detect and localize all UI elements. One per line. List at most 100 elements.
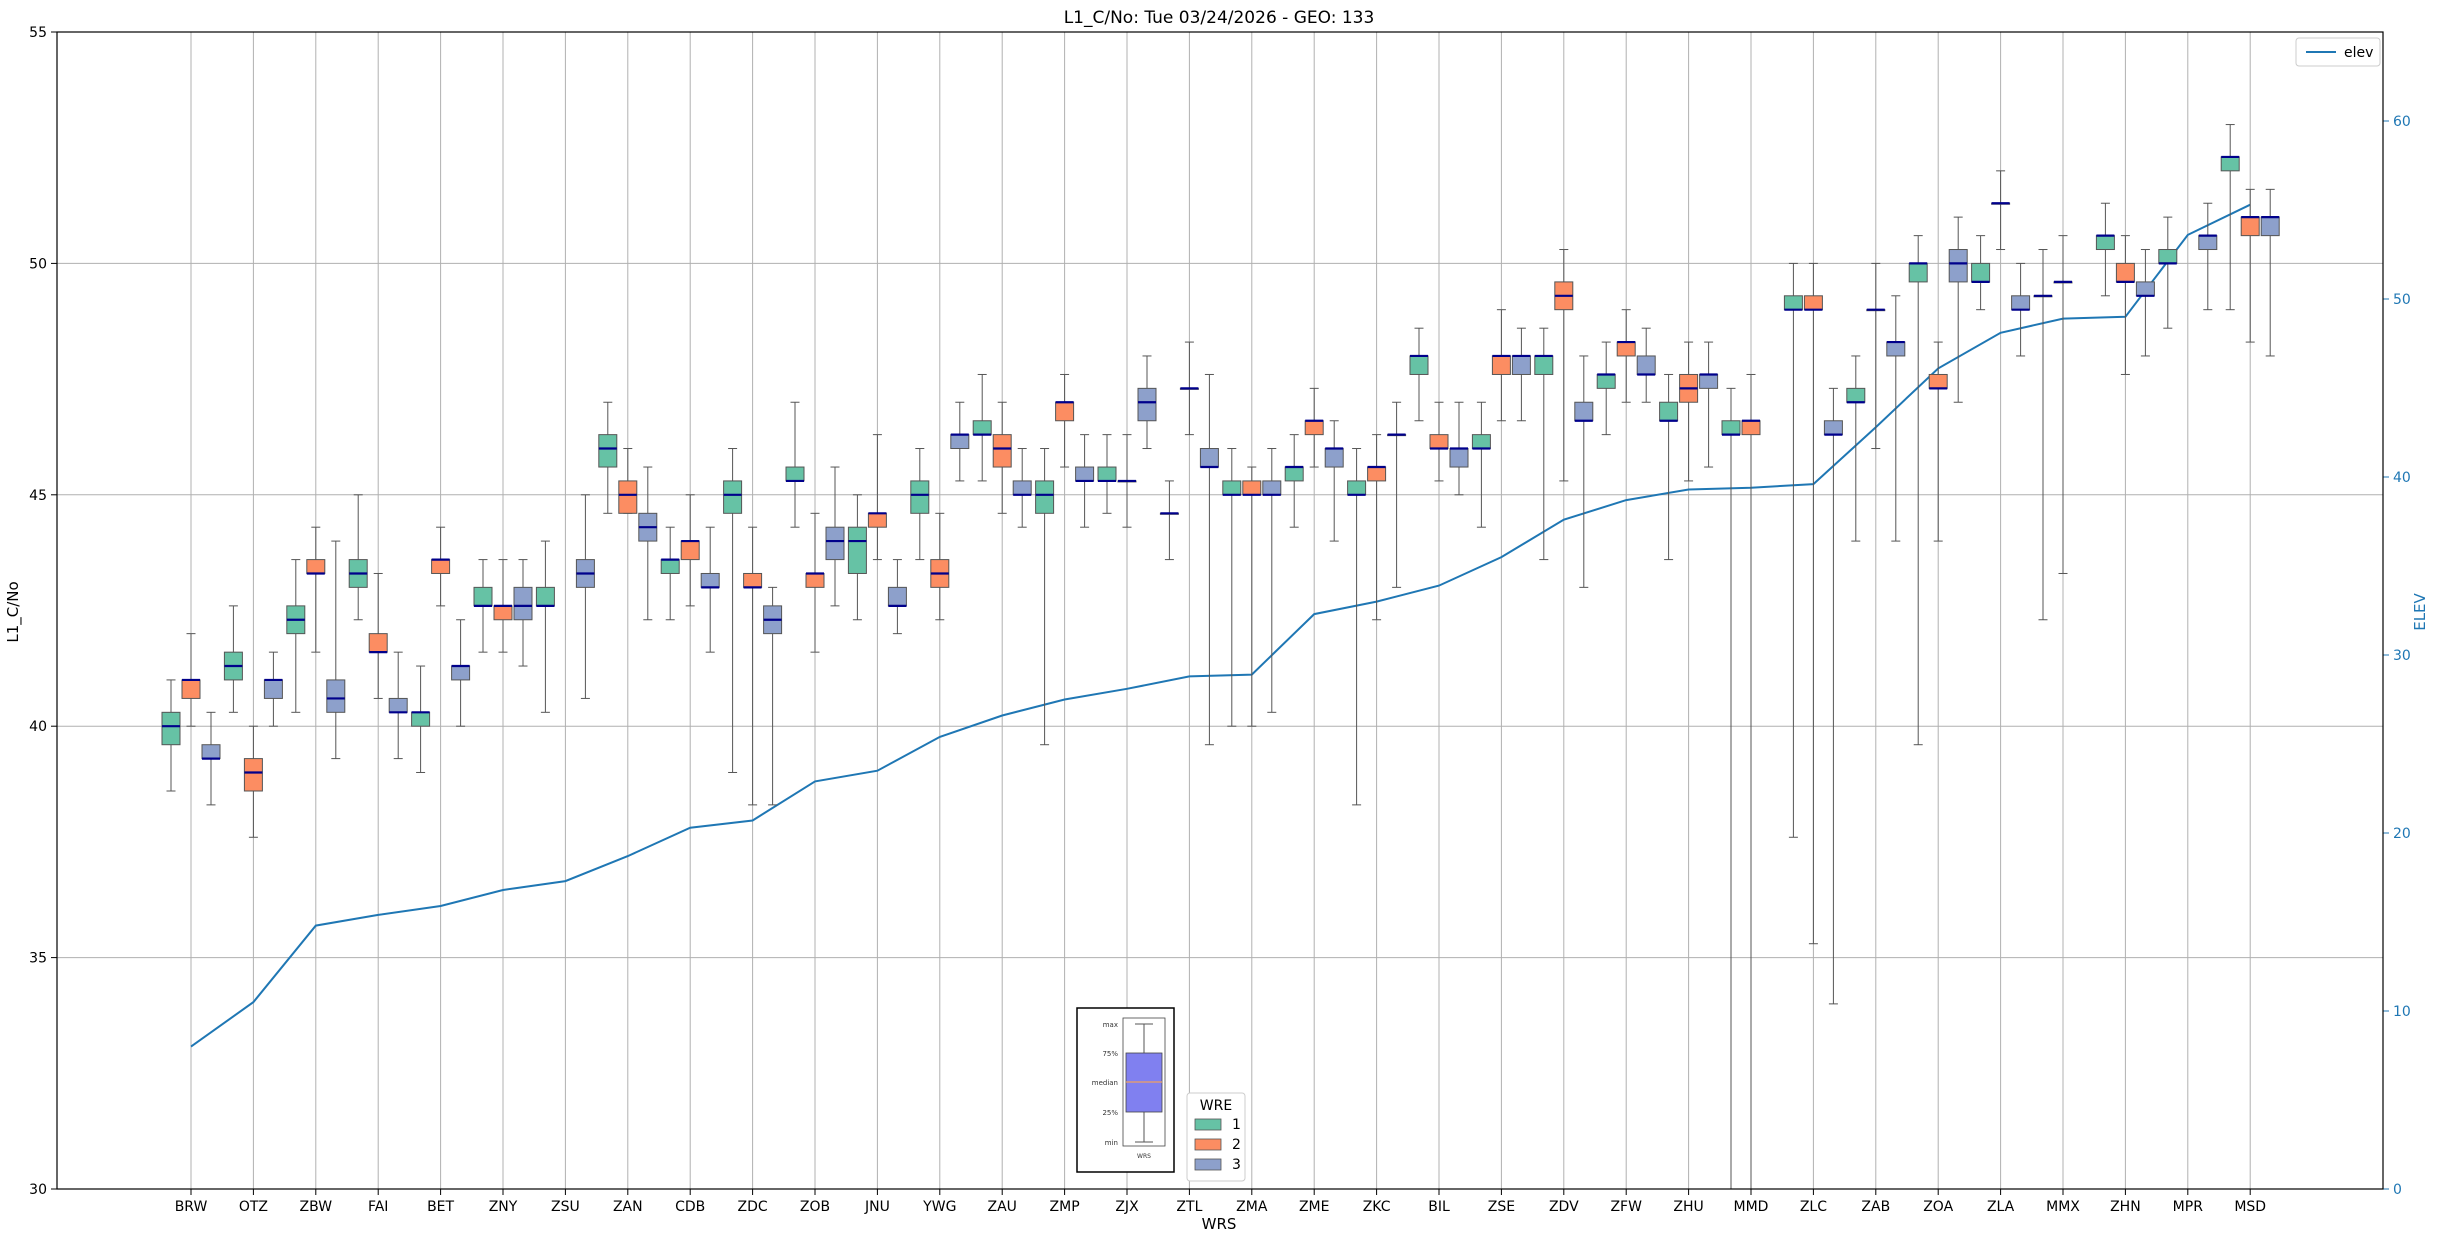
box-zmp-wre3 bbox=[1075, 434, 1095, 528]
box-zan-wre1 bbox=[598, 401, 618, 514]
x-tick-label: ZTL bbox=[1176, 1199, 1202, 1215]
y-tick-label: 30 bbox=[29, 1182, 47, 1198]
wre-legend-swatch-3 bbox=[1194, 1158, 1222, 1171]
wre-legend-label-3: 3 bbox=[1232, 1157, 1241, 1173]
box-body bbox=[992, 434, 1012, 468]
box-body bbox=[1097, 466, 1117, 482]
x-tick-label: ZOB bbox=[800, 1199, 830, 1215]
box-zma-wre3 bbox=[1262, 448, 1282, 713]
key-label-wrs: WRS bbox=[1137, 1153, 1151, 1160]
box-body bbox=[1596, 373, 1616, 389]
box-body bbox=[1409, 355, 1429, 375]
box-ztl-wre3 bbox=[1199, 373, 1219, 746]
box-zfw-wre3 bbox=[1636, 327, 1656, 403]
box-zau-wre1 bbox=[972, 373, 992, 482]
box-zab-wre1 bbox=[1846, 355, 1866, 542]
y2-tick-label: 10 bbox=[2393, 1004, 2411, 1020]
box-zhu-wre1 bbox=[1659, 373, 1679, 561]
box-body bbox=[2095, 235, 2115, 251]
box-body bbox=[473, 586, 493, 607]
box-zau-wre3 bbox=[1012, 448, 1032, 528]
box-body bbox=[1284, 466, 1304, 482]
elev-legend-frame bbox=[2295, 37, 2381, 67]
box-zlc-wre1 bbox=[1783, 262, 1803, 838]
boxplot-key: max 75% median 25% min WRS bbox=[1076, 1007, 1175, 1173]
box-zse-wre3 bbox=[1511, 327, 1531, 422]
box-body bbox=[1511, 355, 1531, 375]
box-mmx-wre1 bbox=[2033, 249, 2053, 621]
wre-legend-title: WRE bbox=[1200, 1098, 1232, 1114]
key-label-median: median bbox=[1092, 1079, 1118, 1087]
box-body bbox=[161, 711, 181, 746]
x-tick-label: ZSE bbox=[1488, 1199, 1515, 1215]
chart-title: L1_C/No: Tue 03/24/2026 - GEO: 133 bbox=[1064, 8, 1375, 28]
wre-legend-swatch-2 bbox=[1194, 1138, 1222, 1151]
y-tick-label: 45 bbox=[29, 488, 47, 504]
box-zkc-wre2 bbox=[1367, 434, 1387, 621]
y2-tick-label: 0 bbox=[2393, 1182, 2402, 1198]
plot-frame bbox=[56, 31, 2384, 1190]
box-zhu-wre3 bbox=[1699, 341, 1719, 468]
box-ywg-wre3 bbox=[950, 401, 970, 482]
box-body bbox=[1534, 355, 1554, 375]
box-brw-wre2 bbox=[181, 633, 201, 727]
box-body bbox=[388, 697, 408, 713]
box-cdb-wre1 bbox=[660, 526, 680, 621]
box-zme-wre1 bbox=[1284, 434, 1304, 528]
box-body bbox=[2158, 249, 2178, 264]
box-jnu-wre1 bbox=[847, 494, 867, 621]
box-body bbox=[1948, 249, 1968, 283]
box-mmd-wre1 bbox=[1721, 387, 1741, 1189]
box-zjx-wre2 bbox=[1117, 434, 1137, 528]
box-mpr-wre1 bbox=[2158, 216, 2178, 329]
box-body bbox=[2260, 216, 2280, 237]
box-body bbox=[950, 434, 970, 450]
x-tick-label: MPR bbox=[2173, 1199, 2204, 1215]
box-jnu-wre3 bbox=[887, 559, 907, 635]
box-zoa-wre1 bbox=[1908, 235, 1928, 746]
box-zob-wre3 bbox=[825, 466, 845, 607]
box-body bbox=[2135, 281, 2155, 297]
box-bet-wre3 bbox=[451, 619, 471, 727]
box-body bbox=[805, 572, 825, 588]
box-ztl-wre1 bbox=[1159, 480, 1179, 561]
box-zse-wre2 bbox=[1491, 309, 1511, 422]
box-msd-wre3 bbox=[2260, 188, 2280, 357]
y-tick-label: 55 bbox=[29, 25, 47, 41]
box-body bbox=[700, 572, 720, 588]
box-zla-wre1 bbox=[1971, 235, 1991, 311]
x-tick-label: ZDV bbox=[1549, 1199, 1579, 1215]
box-body bbox=[1449, 448, 1469, 468]
key-label-min: min bbox=[1105, 1139, 1118, 1147]
box-zma-wre2 bbox=[1242, 466, 1262, 727]
box-zmp-wre1 bbox=[1035, 448, 1055, 746]
box-body bbox=[867, 512, 887, 528]
box-zdv-wre1 bbox=[1534, 327, 1554, 561]
box-zhn-wre1 bbox=[2095, 202, 2115, 297]
box-zab-wre3 bbox=[1886, 295, 1906, 542]
box-body bbox=[535, 586, 555, 607]
key-label-max: max bbox=[1103, 1021, 1118, 1029]
y-tick-label: 40 bbox=[29, 719, 47, 735]
y2-tick-label: 40 bbox=[2393, 470, 2411, 486]
box-body bbox=[326, 679, 346, 713]
x-tick-label: ZFW bbox=[1610, 1199, 1642, 1215]
y-tick-label: 50 bbox=[29, 256, 47, 272]
box-series bbox=[161, 124, 2280, 1189]
box-zlc-wre3 bbox=[1823, 387, 1843, 1005]
box-body bbox=[723, 480, 743, 514]
box-body bbox=[431, 559, 451, 574]
box-body bbox=[1347, 480, 1367, 496]
x-axis-label: WRS bbox=[1202, 1215, 1237, 1233]
box-zmp-wre2 bbox=[1055, 373, 1075, 468]
box-fai-wre1 bbox=[348, 494, 368, 621]
box-zjx-wre1 bbox=[1097, 434, 1117, 514]
box-zkc-wre1 bbox=[1347, 448, 1367, 806]
box-zkc-wre3 bbox=[1387, 401, 1407, 588]
box-zob-wre1 bbox=[785, 401, 805, 528]
box-body bbox=[1491, 355, 1511, 375]
box-mmd-wre2 bbox=[1741, 373, 1761, 1189]
box-otz-wre3 bbox=[263, 651, 283, 727]
box-body bbox=[1928, 373, 1948, 389]
elevation-line bbox=[190, 203, 2251, 1048]
